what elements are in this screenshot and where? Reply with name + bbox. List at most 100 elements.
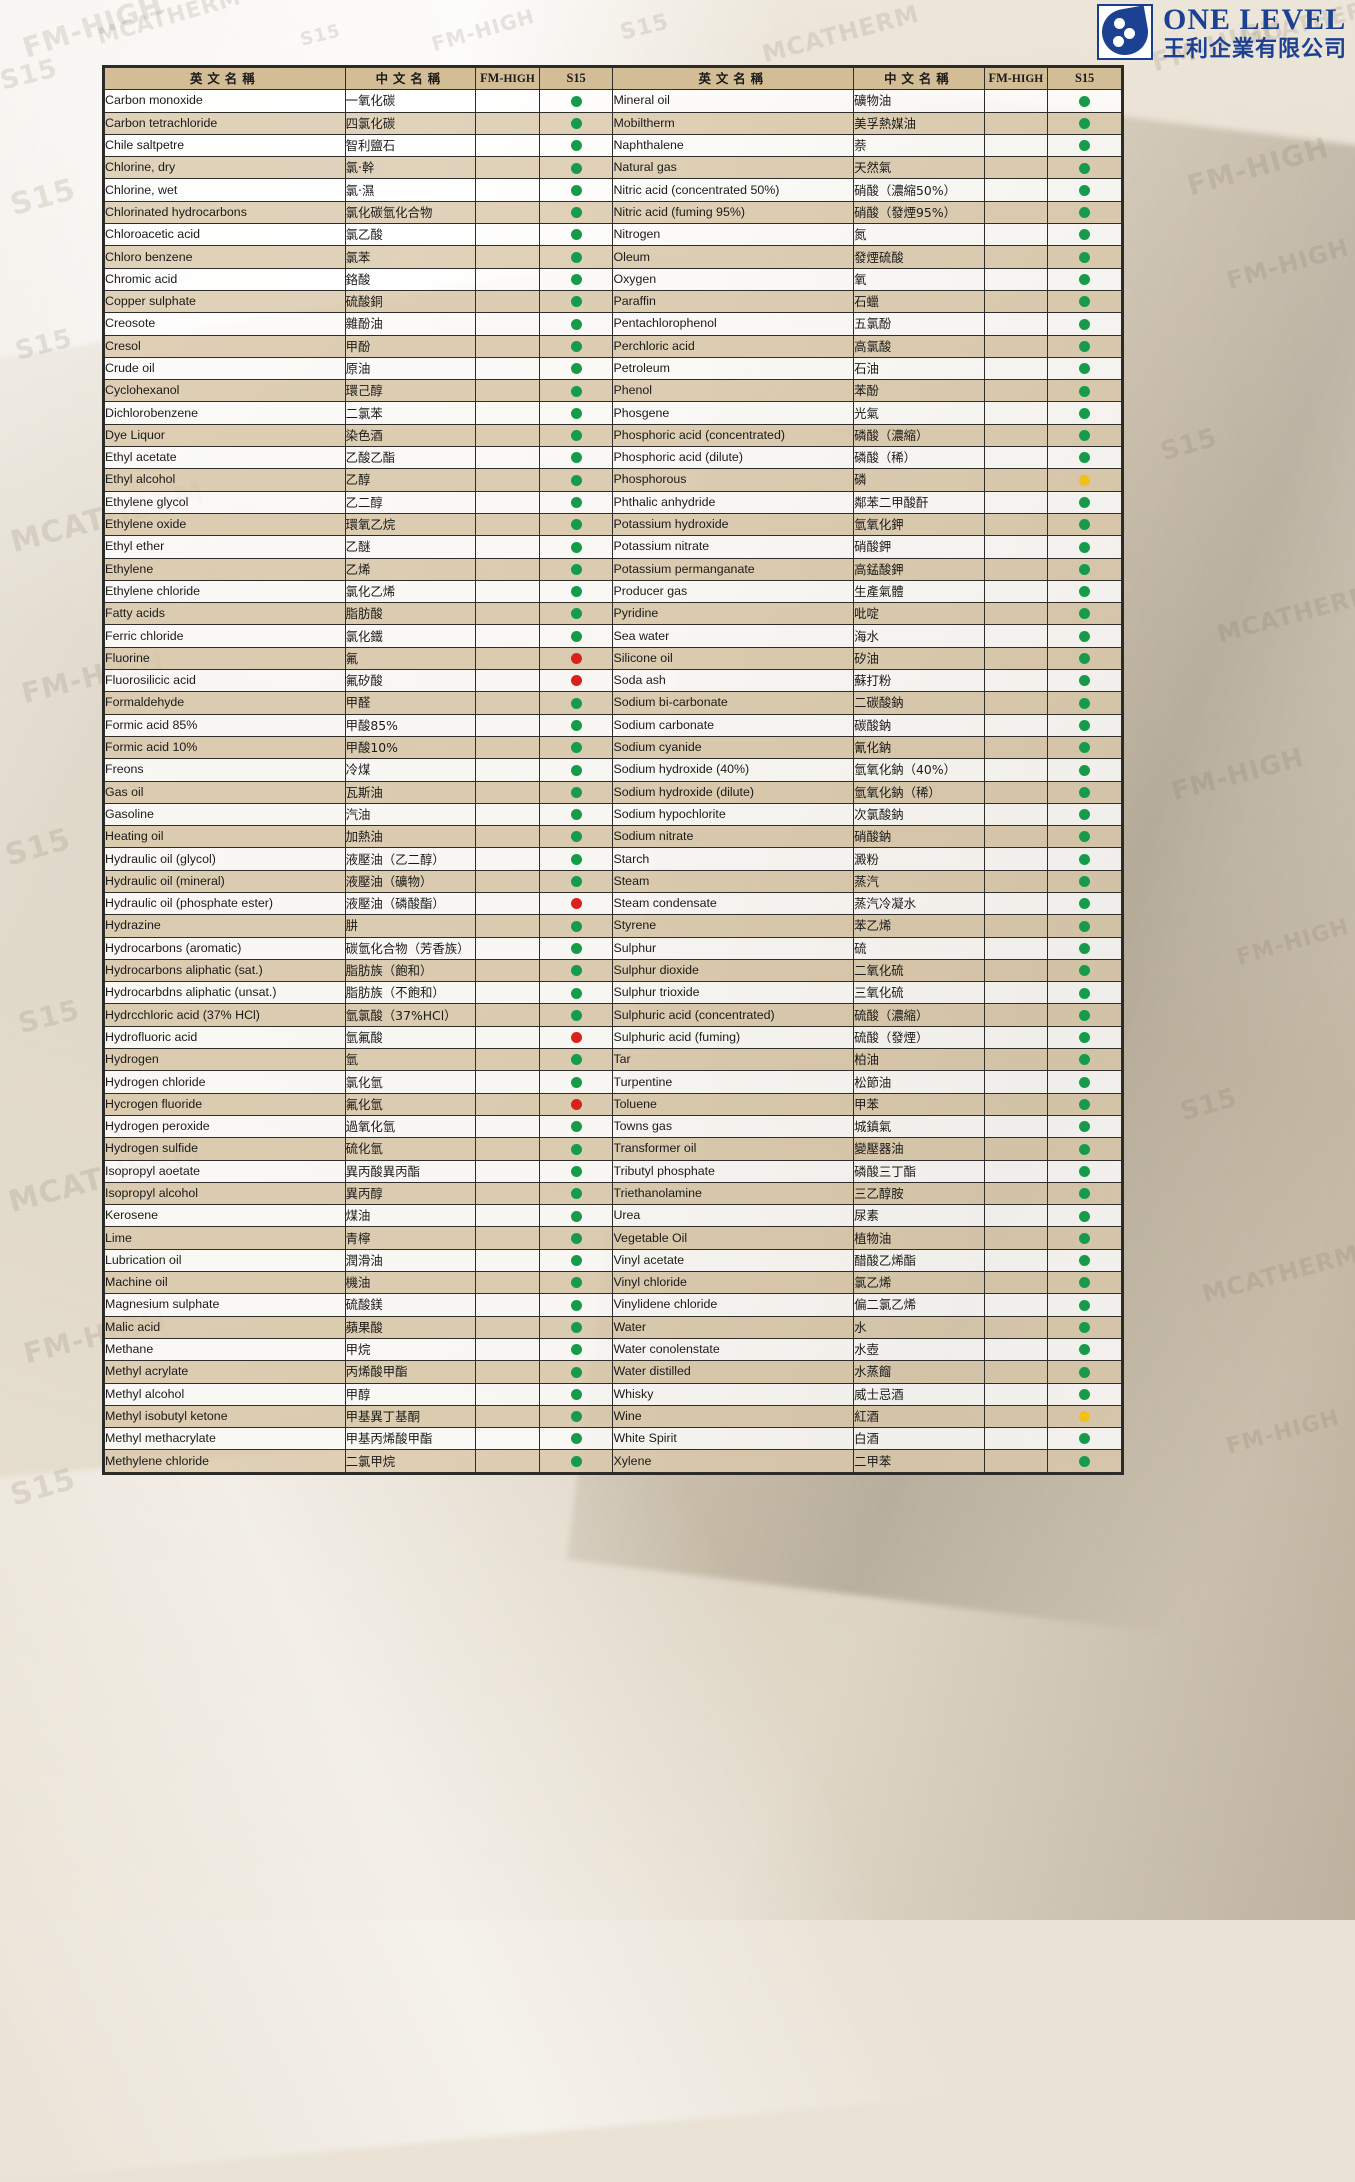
s15-rating	[1047, 579, 1122, 604]
s15-rating	[538, 223, 614, 247]
s15-rating	[1047, 1449, 1122, 1473]
chemical-name-cn: 鉻酸	[344, 267, 477, 291]
chemical-name-cn: 四氯化碳	[344, 111, 477, 135]
table-row: Freons 冷煤 Sodium hydroxide (40%) 氫氧化鈉（40%）	[104, 758, 1122, 782]
chemical-name-cn: 氟化氫	[344, 1092, 477, 1116]
fm-high-rating	[475, 981, 540, 1005]
s15-rating	[538, 245, 614, 269]
status-dot-green	[570, 1009, 582, 1021]
table-row: Ferric chloride 氯化鐵 Sea water 海水	[104, 624, 1122, 648]
table-row: Gasoline 汽油 Sodium hypochlorite 次氯酸鈉	[104, 802, 1122, 827]
chemical-name-cn: 二甲苯	[853, 1449, 985, 1473]
fm-high-rating	[475, 1003, 540, 1027]
table-row: Hydraulic oil (glycol) 液壓油（乙二醇） Starch 澱粉	[104, 847, 1122, 871]
fm-high-rating	[983, 512, 1049, 537]
s15-rating	[1047, 780, 1122, 804]
status-dot-green	[570, 318, 582, 330]
s15-rating	[538, 936, 614, 960]
s15-rating	[1047, 1114, 1122, 1139]
chemical-name-en: Formic acid 85%	[104, 713, 346, 737]
fm-high-rating	[475, 1315, 540, 1339]
s15-rating	[1047, 914, 1122, 938]
chemical-name-cn: 乙酸乙酯	[344, 446, 477, 470]
s15-rating	[1047, 1159, 1122, 1183]
chemical-name-cn: 硝酸鉀	[853, 535, 985, 559]
chemical-name-en: Chromic acid	[104, 267, 346, 291]
chemical-name-en: Hydraulic oil (glycol)	[104, 847, 346, 871]
status-dot-green	[1079, 1255, 1091, 1267]
status-dot-green	[1079, 162, 1091, 174]
chemical-name-cn: 磷酸（濃縮）	[853, 423, 985, 448]
status-dot-green	[570, 340, 582, 352]
s15-rating	[538, 468, 614, 492]
chemical-name-en: Sulphuric acid (fuming)	[612, 1025, 855, 1050]
s15-rating	[538, 356, 614, 381]
status-dot-green	[1079, 1165, 1091, 1177]
fm-high-rating	[475, 758, 540, 782]
fm-high-rating	[475, 1360, 540, 1384]
chemical-name-cn: 氯化鐵	[344, 624, 477, 648]
chemical-name-en: Phosgene	[612, 401, 855, 425]
status-dot-green	[570, 1076, 582, 1088]
fm-high-rating	[475, 267, 540, 291]
chemical-name-cn: 液壓油（礦物）	[344, 869, 477, 893]
fm-high-rating	[475, 1226, 540, 1250]
table-row: Chloro benzene 氯苯 Oleum 發煙硫酸	[104, 245, 1122, 269]
chemical-name-en: Kerosene	[104, 1204, 346, 1228]
s15-rating	[1047, 1315, 1122, 1339]
s15-rating	[538, 1248, 614, 1273]
chemical-name-en: Carbon tetrachloride	[104, 111, 346, 135]
fm-high-rating	[475, 401, 540, 425]
fm-high-rating	[475, 379, 540, 403]
table-row: Carbon monoxide 一氧化碳 Mineral oil 礦物油	[104, 89, 1122, 113]
chemical-name-en: Potassium hydroxide	[612, 512, 855, 537]
status-dot-green	[570, 608, 582, 620]
status-dot-green	[1079, 1299, 1091, 1311]
fm-high-rating	[475, 802, 540, 827]
chemical-name-en: Toluene	[612, 1092, 855, 1116]
status-dot-green	[1079, 742, 1091, 754]
table-row: Ethylene chloride 氯化乙烯 Producer gas 生產氣體	[104, 579, 1122, 604]
status-dot-green	[1079, 363, 1091, 375]
chemical-name-cn: 硫酸（濃縮）	[853, 1003, 985, 1027]
status-dot-green	[1079, 1143, 1091, 1155]
table-row: Hycrogen fluoride 氟化氫 Toluene 甲苯	[104, 1092, 1122, 1116]
status-dot-green	[570, 385, 582, 397]
s15-rating	[538, 802, 614, 827]
status-dot-red	[570, 1099, 582, 1111]
status-dot-green	[570, 229, 582, 241]
chemical-name-en: Hydrogen chloride	[104, 1070, 346, 1094]
table-row: Ethyl ether 乙醚 Potassium nitrate 硝酸鉀	[104, 535, 1122, 559]
chemical-name-en: Sodium nitrate	[612, 825, 855, 849]
table-row: Hydrogen sulfide 硫化氫 Transformer oil 變壓器油	[104, 1137, 1122, 1161]
chemical-name-cn: 柏油	[853, 1048, 985, 1072]
table-row: Hydraulic oil (mineral) 液壓油（礦物） Steam 蒸汽	[104, 869, 1122, 893]
fm-high-rating	[983, 802, 1049, 827]
chemical-name-en: Dye Liquor	[104, 423, 346, 448]
chemical-name-cn: 甲苯	[853, 1092, 985, 1116]
chemical-name-en: Naphthalene	[612, 133, 855, 158]
chemical-name-en: Phenol	[612, 379, 855, 403]
status-dot-green	[570, 831, 582, 843]
table-row: Chromic acid 鉻酸 Oxygen 氧	[104, 267, 1122, 291]
chemical-name-en: Carbon monoxide	[104, 89, 346, 113]
chemical-name-en: Methyl methacrylate	[104, 1427, 346, 1451]
table-row: Heating oil 加熱油 Sodium nitrate 硝酸鈉	[104, 825, 1122, 849]
chemical-name-en: Sodium hydroxide (40%)	[612, 758, 855, 782]
fm-high-rating	[983, 1048, 1049, 1072]
table-row: Formic acid 10% 甲酸10% Sodium cyanide 氰化鈉	[104, 735, 1122, 760]
chemical-name-cn: 高氯酸	[853, 334, 985, 358]
fm-high-rating	[983, 1025, 1049, 1050]
status-dot-green	[570, 942, 582, 954]
s15-rating	[1047, 379, 1122, 403]
bearing-logo-icon	[1096, 4, 1153, 60]
s15-rating	[538, 869, 614, 893]
chemical-name-en: Dichlorobenzene	[104, 401, 346, 425]
fm-high-rating	[475, 1025, 540, 1050]
status-dot-green	[570, 1143, 582, 1155]
chemical-name-en: Potassium nitrate	[612, 535, 855, 559]
chemical-name-en: Vegetable Oil	[612, 1226, 855, 1250]
status-dot-green	[1079, 630, 1091, 642]
chemical-name-en: Hydrogen peroxide	[104, 1114, 346, 1139]
s15-rating	[1047, 1092, 1122, 1116]
